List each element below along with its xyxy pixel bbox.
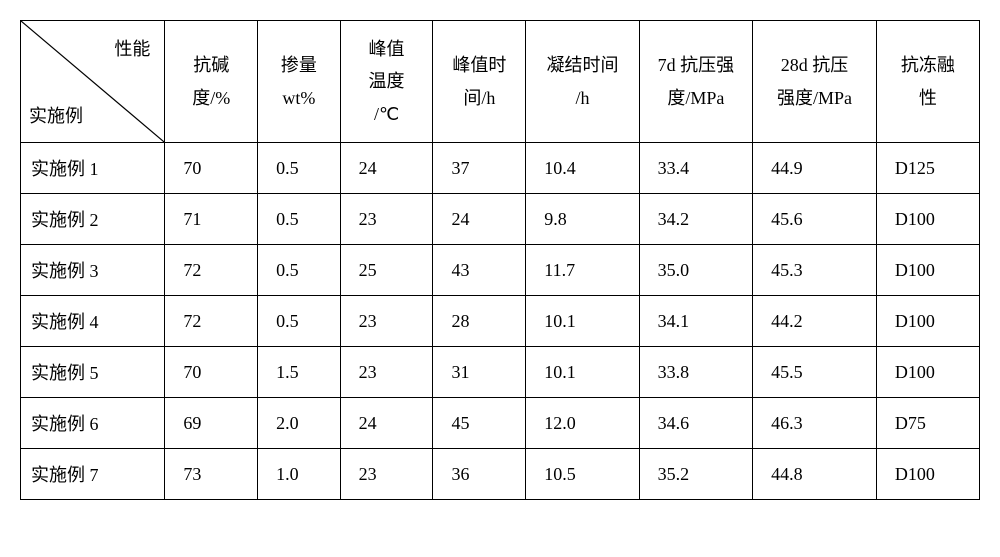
cell-peak-time: 28 (433, 296, 526, 347)
cell-peak-time: 36 (433, 449, 526, 500)
cell-7d-strength: 33.8 (639, 347, 752, 398)
cell-dosage: 1.0 (258, 449, 341, 500)
cell-7d-strength: 34.1 (639, 296, 752, 347)
cell-28d-strength: 44.8 (753, 449, 877, 500)
cell-alkalinity: 69 (165, 398, 258, 449)
row-label: 实施例 2 (21, 194, 165, 245)
cell-dosage: 2.0 (258, 398, 341, 449)
cell-alkalinity: 72 (165, 245, 258, 296)
table-body: 实施例 1 70 0.5 24 37 10.4 33.4 44.9 D125 实… (21, 143, 980, 500)
cell-peak-time: 43 (433, 245, 526, 296)
cell-peak-temp: 23 (340, 449, 433, 500)
cell-alkalinity: 71 (165, 194, 258, 245)
col-header-freeze-thaw: 抗冻融性 (876, 21, 979, 143)
cell-freeze-thaw: D100 (876, 245, 979, 296)
cell-dosage: 0.5 (258, 245, 341, 296)
row-label: 实施例 6 (21, 398, 165, 449)
col-header-peak-time: 峰值时间/h (433, 21, 526, 143)
cell-dosage: 1.5 (258, 347, 341, 398)
cell-peak-time: 37 (433, 143, 526, 194)
cell-dosage: 0.5 (258, 143, 341, 194)
col-header-peak-temp: 峰值温度/℃ (340, 21, 433, 143)
cell-peak-temp: 23 (340, 194, 433, 245)
table-row: 实施例 2 71 0.5 23 24 9.8 34.2 45.6 D100 (21, 194, 980, 245)
cell-setting-time: 11.7 (526, 245, 639, 296)
table-row: 实施例 1 70 0.5 24 37 10.4 33.4 44.9 D125 (21, 143, 980, 194)
cell-peak-temp: 24 (340, 398, 433, 449)
cell-28d-strength: 44.9 (753, 143, 877, 194)
cell-peak-time: 45 (433, 398, 526, 449)
cell-7d-strength: 35.2 (639, 449, 752, 500)
cell-7d-strength: 35.0 (639, 245, 752, 296)
row-label: 实施例 4 (21, 296, 165, 347)
cell-freeze-thaw: D75 (876, 398, 979, 449)
diagonal-header-cell: 性能 实施例 (21, 21, 165, 143)
cell-28d-strength: 45.3 (753, 245, 877, 296)
cell-28d-strength: 45.6 (753, 194, 877, 245)
cell-freeze-thaw: D100 (876, 449, 979, 500)
cell-peak-time: 31 (433, 347, 526, 398)
col-header-setting-time: 凝结时间/h (526, 21, 639, 143)
table-row: 实施例 5 70 1.5 23 31 10.1 33.8 45.5 D100 (21, 347, 980, 398)
cell-dosage: 0.5 (258, 296, 341, 347)
cell-freeze-thaw: D100 (876, 194, 979, 245)
cell-peak-temp: 23 (340, 347, 433, 398)
cell-peak-temp: 23 (340, 296, 433, 347)
row-label: 实施例 1 (21, 143, 165, 194)
cell-7d-strength: 33.4 (639, 143, 752, 194)
table-row: 实施例 4 72 0.5 23 28 10.1 34.1 44.2 D100 (21, 296, 980, 347)
cell-setting-time: 10.1 (526, 296, 639, 347)
row-label: 实施例 3 (21, 245, 165, 296)
cell-28d-strength: 46.3 (753, 398, 877, 449)
table-row: 实施例 7 73 1.0 23 36 10.5 35.2 44.8 D100 (21, 449, 980, 500)
cell-setting-time: 10.4 (526, 143, 639, 194)
cell-setting-time: 10.1 (526, 347, 639, 398)
cell-28d-strength: 45.5 (753, 347, 877, 398)
cell-alkalinity: 70 (165, 347, 258, 398)
cell-setting-time: 10.5 (526, 449, 639, 500)
cell-dosage: 0.5 (258, 194, 341, 245)
cell-alkalinity: 72 (165, 296, 258, 347)
col-header-alkalinity: 抗碱度/% (165, 21, 258, 143)
cell-alkalinity: 70 (165, 143, 258, 194)
col-header-7d-strength: 7d 抗压强度/MPa (639, 21, 752, 143)
col-header-dosage: 掺量wt% (258, 21, 341, 143)
cell-7d-strength: 34.6 (639, 398, 752, 449)
cell-7d-strength: 34.2 (639, 194, 752, 245)
cell-28d-strength: 44.2 (753, 296, 877, 347)
col-header-28d-strength: 28d 抗压强度/MPa (753, 21, 877, 143)
table-row: 实施例 6 69 2.0 24 45 12.0 34.6 46.3 D75 (21, 398, 980, 449)
cell-alkalinity: 73 (165, 449, 258, 500)
cell-freeze-thaw: D125 (876, 143, 979, 194)
cell-peak-time: 24 (433, 194, 526, 245)
diagonal-top-label: 性能 (114, 35, 150, 61)
cell-peak-temp: 25 (340, 245, 433, 296)
row-label: 实施例 7 (21, 449, 165, 500)
cell-freeze-thaw: D100 (876, 347, 979, 398)
cell-peak-temp: 24 (340, 143, 433, 194)
table-row: 实施例 3 72 0.5 25 43 11.7 35.0 45.3 D100 (21, 245, 980, 296)
diagonal-bottom-label: 实施例 (29, 102, 83, 128)
cell-freeze-thaw: D100 (876, 296, 979, 347)
header-row: 性能 实施例 抗碱度/% 掺量wt% 峰值温度/℃ 峰值时间/h 凝结时间/h … (21, 21, 980, 143)
data-table-container: 性能 实施例 抗碱度/% 掺量wt% 峰值温度/℃ 峰值时间/h 凝结时间/h … (20, 20, 980, 500)
data-table: 性能 实施例 抗碱度/% 掺量wt% 峰值温度/℃ 峰值时间/h 凝结时间/h … (20, 20, 980, 500)
cell-setting-time: 9.8 (526, 194, 639, 245)
cell-setting-time: 12.0 (526, 398, 639, 449)
row-label: 实施例 5 (21, 347, 165, 398)
